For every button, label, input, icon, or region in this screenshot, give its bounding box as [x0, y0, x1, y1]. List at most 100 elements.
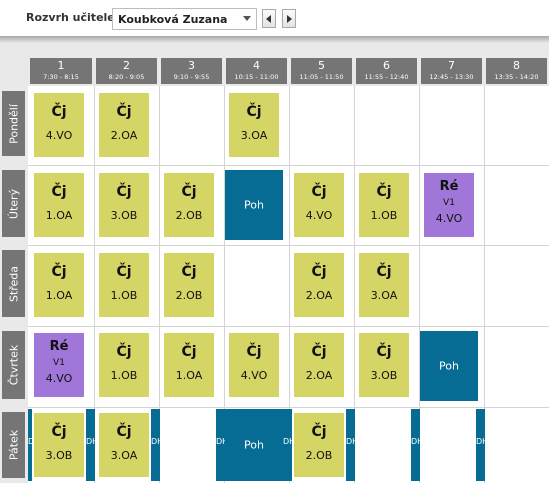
lesson-card[interactable]: Čj 3.OB	[34, 413, 84, 477]
lesson-subject: Ré	[439, 179, 459, 194]
period-time: 11:05 - 11:50	[299, 73, 344, 81]
lesson-subject: Čj	[181, 184, 197, 200]
day-name: Středa	[7, 265, 20, 302]
toolbar-shadow	[0, 36, 549, 43]
arrow-right-icon	[287, 15, 292, 23]
grid-line	[224, 86, 225, 483]
lesson-card[interactable]: Čj 2.OA	[294, 253, 344, 317]
lesson-class: 1.OA	[45, 209, 73, 222]
day-name: Čtvrtek	[7, 344, 20, 386]
lesson-card[interactable]: Čj 2.OA	[294, 333, 344, 397]
period-number: 1	[57, 59, 65, 72]
toolbar: Rozvrh učitele: Koubková Zuzana	[0, 0, 549, 36]
supervision-block[interactable]: DH	[283, 409, 292, 481]
lesson-subject: Čj	[181, 344, 197, 360]
lesson-class: 3.OA	[370, 289, 398, 302]
period-header-2: 2 8:20 - 9:05	[96, 58, 157, 84]
period-time: 10:15 - 11:00	[234, 73, 279, 81]
period-header-4: 4 10:15 - 11:00	[226, 58, 287, 84]
previous-teacher-button[interactable]	[262, 9, 276, 28]
lesson-card[interactable]: Čj 1.OA	[164, 333, 214, 397]
grid-line	[159, 86, 160, 483]
supervision-block[interactable]: DH	[151, 409, 160, 481]
lesson-subject: Čj	[116, 184, 132, 200]
lesson-subject: Čj	[311, 344, 327, 360]
supervision-block[interactable]: DH	[411, 409, 420, 481]
lesson-subject: Čj	[311, 424, 327, 440]
lesson-card[interactable]: Čj 4.VO	[294, 173, 344, 237]
period-time: 13:35 - 14:20	[494, 73, 539, 81]
lesson-card[interactable]: Čj 4.VO	[34, 93, 84, 157]
lesson-class: 4.VO	[435, 212, 463, 225]
lesson-class: 3.OB	[370, 369, 398, 382]
period-header-1: 1 7:30 - 8:15	[30, 58, 92, 84]
period-header-3: 3 9:10 - 9:55	[161, 58, 222, 84]
lesson-card-religion[interactable]: Ré V1 4.VO	[34, 333, 84, 397]
day-label-monday: Pondělí	[2, 91, 25, 156]
period-number: 5	[318, 59, 325, 72]
supervision-block[interactable]: DH	[216, 409, 225, 481]
teacher-select[interactable]: Koubková Zuzana	[112, 8, 257, 30]
lesson-class: 3.OB	[110, 209, 138, 222]
teacher-select-value: Koubková Zuzana	[118, 13, 228, 26]
supervision-block[interactable]: DH	[28, 409, 32, 481]
lesson-subject: Poh	[244, 438, 264, 452]
supervision-block[interactable]: DH	[476, 409, 485, 481]
period-header-8: 8 13:35 - 14:20	[486, 58, 547, 84]
lesson-subject: Čj	[51, 264, 67, 280]
lesson-class: 2.OB	[175, 289, 203, 302]
lesson-subject: Čj	[51, 184, 67, 200]
supervision-label: DH	[216, 437, 225, 446]
lesson-class: 2.OB	[305, 449, 333, 462]
lesson-subject: Čj	[51, 104, 67, 120]
lesson-card[interactable]: Čj 1.OB	[99, 253, 149, 317]
lesson-card-pe[interactable]: Poh	[225, 170, 283, 240]
lesson-class: 2.OA	[305, 289, 333, 302]
lesson-card[interactable]: Čj 1.OB	[99, 333, 149, 397]
period-number: 2	[123, 59, 130, 72]
lesson-class: 4.VO	[45, 129, 73, 142]
supervision-label: DH	[28, 437, 32, 446]
lesson-card[interactable]: Čj 4.VO	[229, 333, 279, 397]
grid-line	[28, 245, 549, 246]
lesson-group: V1	[53, 358, 65, 368]
lesson-card-pe[interactable]: Poh	[420, 331, 478, 401]
grid-line	[419, 86, 420, 483]
lesson-card[interactable]: Čj 3.OB	[359, 333, 409, 397]
next-teacher-button[interactable]	[282, 9, 296, 28]
lesson-card-religion[interactable]: Ré V1 4.VO	[424, 173, 474, 237]
lesson-card[interactable]: Čj 1.OB	[359, 173, 409, 237]
period-time: 8:20 - 9:05	[108, 73, 145, 81]
lesson-card-pe[interactable]: Poh	[216, 409, 292, 481]
grid-line	[94, 86, 95, 483]
supervision-block[interactable]: DH	[346, 409, 355, 481]
lesson-group: V1	[443, 198, 455, 208]
chevron-down-icon	[243, 16, 251, 21]
lesson-card[interactable]: Čj 1.OA	[34, 173, 84, 237]
period-header-6: 6 11:55 - 12:40	[356, 58, 417, 84]
teacher-schedule-label: Rozvrh učitele:	[26, 11, 120, 24]
lesson-card[interactable]: Čj 3.OA	[359, 253, 409, 317]
lesson-card[interactable]: Čj 2.OA	[99, 93, 149, 157]
period-number: 4	[253, 59, 260, 72]
lesson-subject: Čj	[116, 424, 132, 440]
lesson-card[interactable]: Čj 3.OB	[99, 173, 149, 237]
lesson-card[interactable]: Čj 3.OA	[229, 93, 279, 157]
supervision-block[interactable]: DH	[86, 409, 95, 481]
period-time: 9:10 - 9:55	[173, 73, 210, 81]
lesson-card[interactable]: Čj 3.OA	[99, 413, 149, 477]
lesson-card[interactable]: Čj 2.OB	[164, 173, 214, 237]
lesson-class: 2.OA	[305, 369, 333, 382]
lesson-card[interactable]: Čj 2.OB	[294, 413, 344, 477]
lesson-subject: Čj	[181, 264, 197, 280]
lesson-class: 1.OB	[370, 209, 398, 222]
lesson-subject: Čj	[246, 104, 262, 120]
period-header-7: 7 12:45 - 13:30	[421, 58, 482, 84]
lesson-card[interactable]: Čj 2.OB	[164, 253, 214, 317]
day-label-thursday: Čtvrtek	[2, 331, 25, 399]
lesson-subject: Čj	[311, 184, 327, 200]
lesson-subject: Čj	[376, 264, 392, 280]
lesson-card[interactable]: Čj 1.OA	[34, 253, 84, 317]
supervision-label: DH	[476, 437, 485, 446]
grid-line	[28, 326, 549, 327]
